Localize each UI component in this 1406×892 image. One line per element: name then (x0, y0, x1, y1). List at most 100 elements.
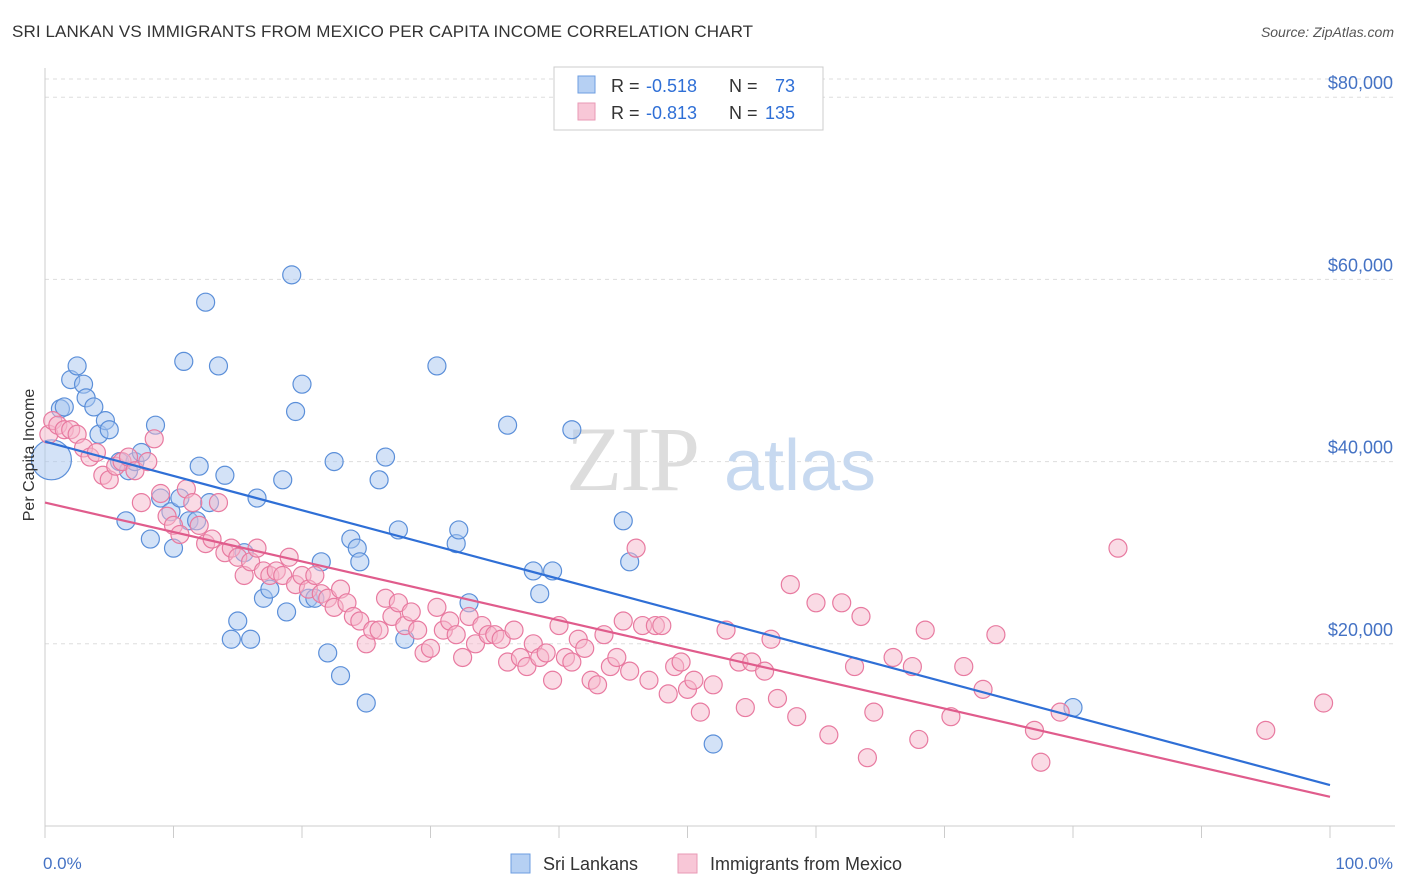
data-point (1108, 538, 1128, 558)
x-tick-label-end: 100.0% (1335, 854, 1393, 873)
data-point (54, 397, 74, 417)
data-point (652, 615, 672, 636)
data-point (401, 602, 421, 622)
bottom-legend-label-sri-lankans: Sri Lankans (543, 854, 638, 874)
data-point (607, 647, 627, 668)
data-point (356, 693, 376, 713)
data-point (241, 629, 261, 649)
y-tick-label: $60,000 (1328, 255, 1393, 275)
data-point (639, 670, 659, 690)
data-point (703, 734, 723, 754)
data-point (292, 374, 312, 394)
y-tick-label: $80,000 (1328, 73, 1393, 93)
legend-n-label-2: N = (729, 103, 758, 123)
legend-swatch-sri-lankans (577, 75, 596, 94)
data-point (420, 638, 441, 658)
data-point (883, 647, 903, 668)
bottom-legend-swatch-mexico (677, 853, 698, 874)
data-point (767, 688, 788, 709)
data-point (542, 670, 563, 690)
data-point (138, 452, 158, 472)
data-point (369, 470, 389, 490)
chart-title: SRI LANKAN VS IMMIGRANTS FROM MEXICO PER… (12, 22, 754, 41)
data-point (276, 602, 297, 622)
data-point (909, 729, 929, 750)
y-tick-label: $40,000 (1328, 438, 1393, 458)
data-point (575, 638, 595, 658)
data-point (151, 483, 171, 504)
data-point (626, 538, 646, 558)
data-point (375, 447, 396, 467)
data-point (587, 675, 608, 695)
data-point (350, 552, 370, 572)
data-point (174, 351, 194, 372)
data-point (196, 292, 216, 312)
data-point (273, 470, 293, 490)
data-point (986, 625, 1006, 645)
data-point (305, 565, 325, 586)
bottom-legend-label-mexico: Immigrants from Mexico (710, 854, 902, 874)
data-point (735, 697, 755, 718)
data-point (228, 611, 248, 631)
data-point (1256, 720, 1276, 740)
data-point (67, 356, 87, 376)
data-point (690, 702, 710, 722)
data-point (851, 606, 871, 627)
data-point (324, 452, 344, 472)
trend-line-mexico (44, 501, 1331, 798)
data-point (504, 620, 524, 640)
data-point (282, 265, 302, 285)
legend-n-label-1: N = (729, 76, 758, 96)
data-point (562, 652, 582, 672)
data-point (140, 529, 160, 549)
y-axis-label: Per Capita Income (21, 389, 38, 522)
data-point (369, 620, 389, 640)
data-point (806, 593, 826, 613)
legend-r-label-2: R = (611, 103, 640, 123)
x-tick-label-start: 0.0% (43, 854, 82, 873)
data-point (536, 643, 556, 663)
data-point (99, 420, 119, 440)
axes (44, 68, 1395, 838)
data-point (285, 401, 306, 422)
legend-r-label-1: R = (611, 76, 640, 96)
data-point (562, 420, 582, 440)
data-point (658, 684, 678, 704)
data-point (954, 656, 974, 677)
data-point (131, 493, 151, 513)
data-point (1031, 752, 1051, 772)
data-point (857, 748, 878, 768)
data-point (973, 679, 993, 699)
legend-r-value-1: -0.518 (646, 76, 697, 96)
legend-swatch-mexico (577, 102, 596, 121)
data-point (247, 538, 267, 558)
trend-lines (44, 440, 1331, 798)
legend-r-value-2: -0.813 (646, 103, 697, 123)
data-point (832, 593, 852, 613)
tick-labels: $20,000 $40,000 $60,000 $80,000 0.0% 100.0% (43, 73, 1393, 873)
data-point (208, 356, 229, 376)
series-immigrants-from-mexico (39, 411, 1334, 772)
data-point (318, 643, 338, 663)
data-point (427, 356, 447, 376)
data-point (864, 702, 884, 722)
legend-top: R = -0.518 N = 73 R = -0.813 N = 135 (553, 66, 824, 131)
watermark-zip: ZIP (566, 408, 698, 510)
data-point (189, 456, 209, 476)
data-point (449, 520, 469, 540)
data-point (915, 620, 935, 640)
data-point (620, 661, 640, 681)
data-point (671, 652, 691, 672)
data-point (330, 666, 351, 686)
data-point (453, 647, 473, 668)
data-point (1313, 693, 1334, 713)
legend-n-value-2: 135 (765, 103, 795, 123)
chart-source: Source: ZipAtlas.com (1260, 24, 1394, 40)
data-point (215, 465, 235, 485)
data-point (787, 707, 807, 727)
data-point (408, 620, 428, 640)
legend-bottom: Sri Lankans Immigrants from Mexico (510, 853, 902, 874)
watermark-atlas: atlas (724, 426, 876, 506)
